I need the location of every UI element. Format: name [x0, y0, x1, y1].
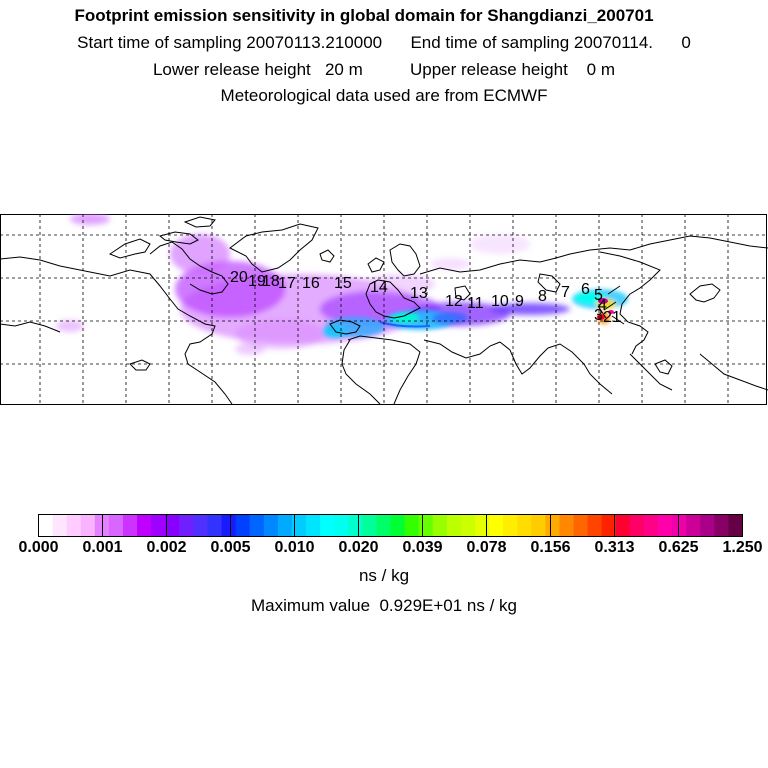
- trajectory-markers: [597, 285, 625, 325]
- trajectory-label-15: 15: [334, 275, 352, 292]
- colorbar-swatch: [249, 514, 265, 537]
- colorbar-swatch: [235, 514, 251, 537]
- trajectory-label-10: 10: [491, 293, 509, 310]
- colorbar-swatch: [460, 514, 476, 537]
- colorbar-swatch: [108, 514, 124, 537]
- trajectory-label-19: 19: [248, 273, 266, 290]
- trajectory-label-18: 18: [262, 273, 280, 290]
- met-data-source: Meteorological data used are from ECMWF: [220, 86, 548, 105]
- colorbar-tick-label: 0.156: [530, 539, 571, 556]
- colorbar-tick-label: 0.039: [402, 539, 443, 556]
- colorbar-swatch: [615, 514, 631, 537]
- colorbar-swatch: [489, 514, 504, 537]
- colorbar-swatch: [362, 514, 377, 537]
- colorbar: [38, 514, 743, 537]
- colorbar-tick-label: 0.001: [82, 539, 123, 556]
- colorbar-dividers: [102, 514, 679, 537]
- colorbar-swatch: [291, 514, 307, 537]
- colorbar-swatch: [52, 514, 68, 537]
- colorbar-swatch: [193, 514, 208, 537]
- colorbar-tick-label: 0.002: [146, 539, 187, 556]
- colorbar-swatch: [658, 514, 673, 537]
- colorbar-swatch: [38, 514, 54, 537]
- trajectory-label-9: 9: [515, 293, 524, 310]
- colorbar-swatch: [700, 514, 715, 537]
- release-heights: Lower release height 20 m Upper release …: [152, 60, 616, 79]
- emission-sensitivity-field: [56, 214, 628, 355]
- colorbar-swatch: [686, 514, 701, 537]
- trajectory-label-11: 11: [467, 295, 484, 312]
- colorbar-swatch: [672, 514, 687, 537]
- colorbar-swatch: [334, 514, 349, 537]
- colorbar-swatch: [531, 514, 546, 537]
- trajectory-label-16: 16: [302, 275, 320, 292]
- colorbar-swatch: [629, 514, 645, 537]
- trajectory-label-12: 12: [445, 293, 463, 310]
- colorbar-swatch: [207, 514, 223, 537]
- sampling-times: Start time of sampling 20070113.210000 E…: [77, 33, 691, 52]
- colorbar-swatch: [376, 514, 391, 537]
- colorbar-tick-label: 0.078: [466, 539, 507, 556]
- colorbar-swatch: [80, 514, 96, 537]
- colorbar-swatch: [404, 514, 420, 537]
- colorbar-swatch: [320, 514, 335, 537]
- colorbar-tick-label: 0.020: [338, 539, 379, 556]
- colorbar-tick-label: 1.250: [722, 539, 763, 556]
- colorbar-swatch: [573, 514, 589, 537]
- colorbar-swatch: [390, 514, 406, 537]
- colorbar-swatch: [221, 514, 237, 537]
- colorbar-tick-label: 0.313: [594, 539, 635, 556]
- colorbar-swatch: [179, 514, 194, 537]
- trajectory-label-14: 14: [370, 279, 388, 296]
- colorbar-swatch: [601, 514, 617, 537]
- colorbar-tick-label: 0.010: [274, 539, 315, 556]
- colorbar-swatch: [418, 514, 434, 537]
- colorbar-swatch: [714, 514, 729, 537]
- colorbar-swatch: [348, 514, 363, 537]
- colorbar-tick-label: 0.625: [658, 539, 699, 556]
- colorbar-swatch: [151, 514, 166, 537]
- colorbar-swatch: [474, 514, 490, 537]
- trajectory-label-17: 17: [278, 275, 296, 292]
- colorbar-swatch: [432, 514, 448, 537]
- trajectory-label-7: 7: [561, 284, 570, 301]
- trajectory-label-5: 5: [594, 287, 603, 304]
- trajectory-label-13: 13: [410, 285, 428, 302]
- colorbar-tick-label: 0.005: [210, 539, 251, 556]
- trajectory-label-2: 2: [603, 309, 612, 326]
- colorbar-tick-label: 0.000: [18, 539, 59, 556]
- colorbar-frame: [38, 514, 743, 537]
- map-title: Footprint emission sensitivity in global…: [74, 6, 654, 25]
- colorbar-swatch: [503, 514, 518, 537]
- colorbar-swatch: [446, 514, 462, 537]
- colorbar-swatch: [545, 514, 560, 537]
- colorbar-swatch: [587, 514, 603, 537]
- coastlines: [0, 216, 768, 404]
- colorbar-swatch: [122, 514, 138, 537]
- colorbar-swatch: [263, 514, 279, 537]
- graticule: [0, 214, 768, 404]
- trajectory-label-3: 3: [594, 307, 603, 324]
- colorbar-swatch: [559, 514, 575, 537]
- trajectory-labels: 1 2 3 4 5 6 7 8 9 10 11 12 13 14 15 16 1…: [230, 269, 621, 326]
- colorbar-swatch: [66, 514, 82, 537]
- maximum-value: Maximum value 0.929E+01 ns / kg: [251, 596, 517, 615]
- colorbar-swatch: [165, 514, 180, 537]
- colorbar-swatch: [728, 514, 743, 537]
- trajectory-label-1: 1: [612, 309, 621, 326]
- colorbar-swatch: [277, 514, 293, 537]
- colorbar-unit: ns / kg: [358, 566, 410, 585]
- trajectory-label-6: 6: [581, 281, 590, 298]
- trajectory-label-20: 20: [230, 269, 248, 286]
- colorbar-swatch: [306, 514, 321, 537]
- trajectory-label-8: 8: [538, 288, 547, 305]
- colorbar-swatch: [137, 514, 152, 537]
- colorbar-swatches: [38, 514, 743, 537]
- footprint-map: 1 2 3 4 5 6 7 8 9 10 11 12 13 14 15 16 1…: [0, 214, 768, 405]
- trajectory-label-4: 4: [598, 297, 607, 314]
- colorbar-swatch: [517, 514, 532, 537]
- colorbar-swatch: [643, 514, 659, 537]
